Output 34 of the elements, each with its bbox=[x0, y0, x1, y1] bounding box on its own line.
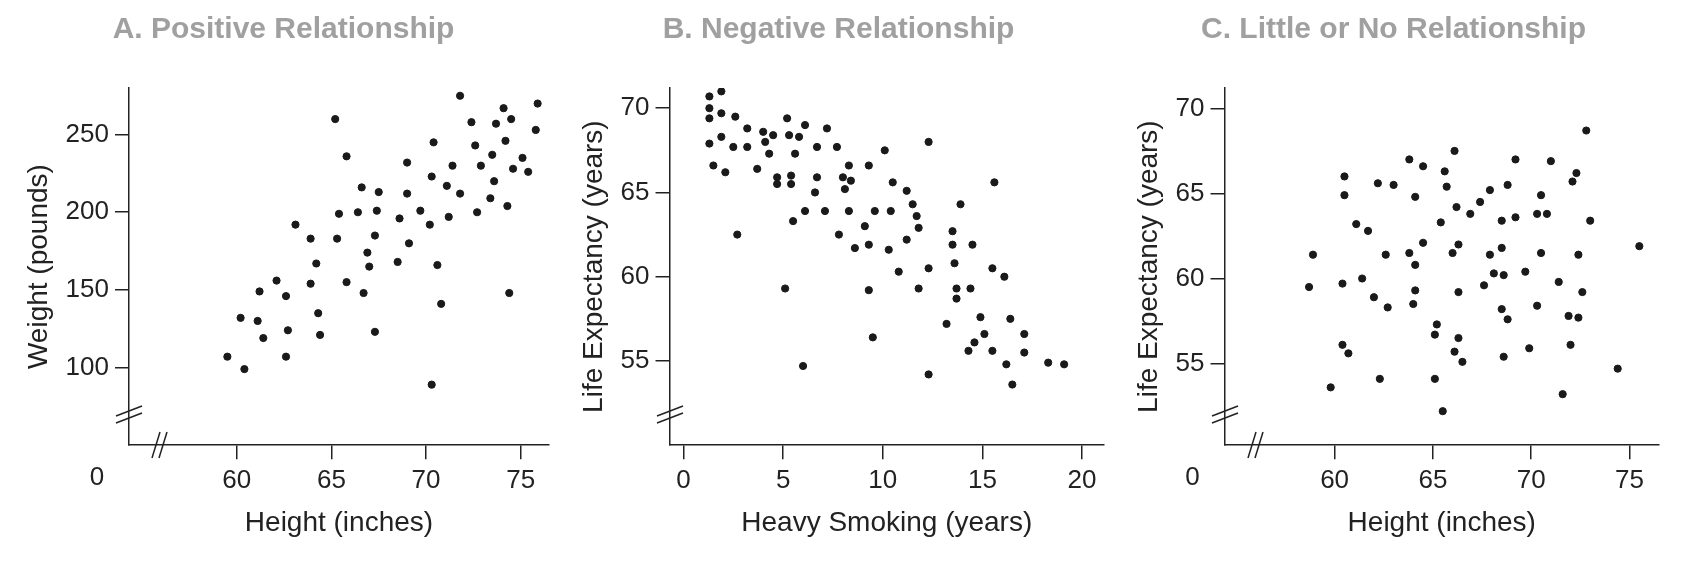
y-tick-label: 60 bbox=[1175, 261, 1205, 292]
x-tick-label: 65 bbox=[316, 463, 346, 494]
x-tick-label: 70 bbox=[1516, 463, 1546, 494]
x-tick-label: 15 bbox=[967, 463, 997, 494]
y-tick-label: 55 bbox=[1175, 346, 1205, 377]
y-axis-title: Life Expectancy (years) bbox=[576, 120, 608, 413]
y-tick-label: 65 bbox=[620, 175, 650, 206]
x-axis-title: Height (inches) bbox=[244, 505, 434, 537]
x-tick-label: 20 bbox=[1067, 463, 1097, 494]
x-axis-title: Height (inches) bbox=[1347, 505, 1536, 537]
y-tick-label: 60 bbox=[620, 259, 650, 290]
x-axis-title: Heavy Smoking (years) bbox=[741, 505, 1033, 537]
y-axis-title: Life Expectancy (years) bbox=[1131, 120, 1163, 413]
x-tick-label: 75 bbox=[1615, 463, 1644, 494]
x-tick-label: 70 bbox=[411, 463, 441, 494]
y-tick-label: 55 bbox=[620, 344, 650, 375]
y-axis-title: Weight (pounds) bbox=[21, 164, 53, 370]
y-tick-label: 150 bbox=[65, 273, 109, 304]
chart-title: B. Negative Relationship bbox=[662, 11, 1015, 45]
y-tick-label: 250 bbox=[65, 117, 109, 148]
y-tick-label: 70 bbox=[1175, 91, 1205, 122]
y-tick-label: 100 bbox=[65, 350, 109, 381]
y-tick-label: 70 bbox=[620, 91, 650, 122]
x-tick-label: 10 bbox=[868, 463, 898, 494]
y-tick-label: 200 bbox=[65, 195, 109, 226]
y-tick-label: 65 bbox=[1175, 176, 1205, 207]
x-tick-label: 75 bbox=[506, 463, 536, 494]
chart-title: C. Little or No Relationship bbox=[1200, 11, 1587, 45]
chart-title: A. Positive Relationship bbox=[112, 11, 455, 45]
x-tick-label: 0 bbox=[676, 463, 691, 494]
x-tick-label: 65 bbox=[1418, 463, 1448, 494]
x-tick-label: 60 bbox=[222, 463, 252, 494]
x-tick-label: 60 bbox=[1320, 463, 1350, 494]
x-tick-label: 5 bbox=[775, 463, 791, 494]
